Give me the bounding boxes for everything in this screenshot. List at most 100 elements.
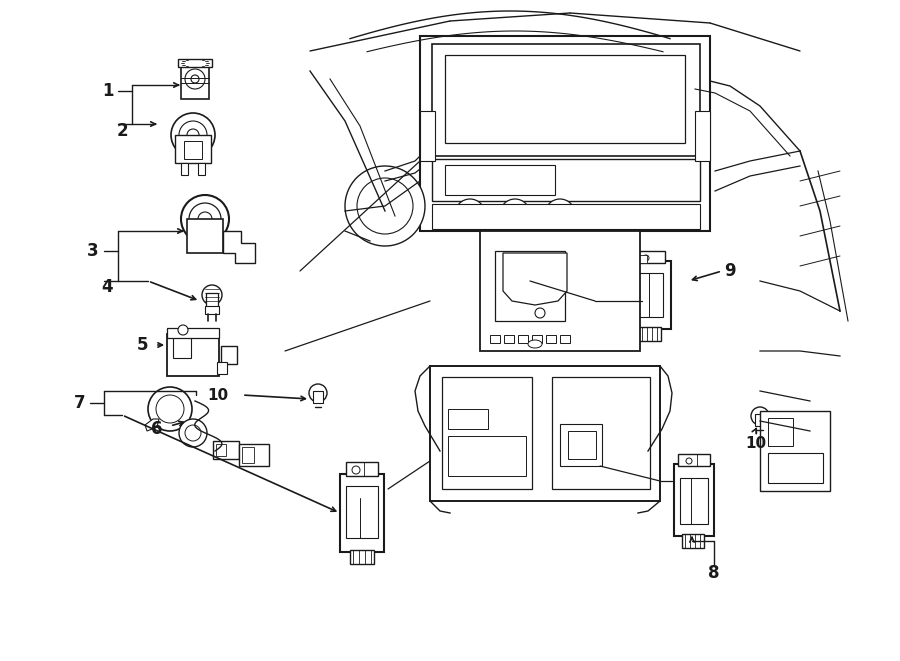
Circle shape (643, 255, 649, 261)
Text: 8: 8 (708, 564, 720, 582)
Circle shape (171, 113, 215, 157)
Circle shape (189, 203, 221, 235)
Circle shape (148, 387, 192, 431)
Bar (221, 346, 237, 364)
Bar (181, 63, 209, 99)
Bar (695, 111, 710, 161)
Bar (495, 251, 565, 321)
Circle shape (181, 195, 229, 243)
Bar (205, 306, 219, 314)
Bar (560, 424, 602, 466)
Bar (448, 436, 526, 476)
Circle shape (179, 419, 207, 447)
Bar (560, 335, 570, 343)
Bar (490, 335, 500, 343)
Bar (445, 165, 555, 195)
Bar (546, 335, 556, 343)
Bar (430, 366, 660, 501)
Bar (445, 55, 685, 143)
Text: 2: 2 (116, 122, 128, 140)
Circle shape (179, 121, 207, 149)
Circle shape (198, 212, 212, 226)
Bar (175, 135, 211, 163)
Circle shape (500, 199, 530, 229)
Bar (432, 159, 700, 201)
Bar (239, 444, 269, 466)
Circle shape (345, 166, 425, 246)
Bar (420, 111, 435, 161)
Bar (187, 219, 223, 253)
Circle shape (535, 308, 545, 318)
Bar (167, 334, 219, 376)
Bar (568, 431, 596, 459)
Circle shape (156, 395, 184, 423)
Circle shape (187, 129, 199, 141)
Circle shape (686, 458, 692, 464)
Bar (198, 163, 205, 175)
Bar (350, 550, 374, 564)
Text: 7: 7 (74, 394, 86, 412)
Text: 4: 4 (101, 278, 112, 296)
Bar (639, 255, 647, 263)
Bar (680, 478, 708, 524)
Bar (631, 261, 671, 329)
Bar (432, 204, 700, 229)
Bar (442, 377, 532, 489)
Bar (346, 462, 378, 476)
Bar (768, 453, 823, 483)
Polygon shape (503, 253, 567, 305)
Text: 1: 1 (103, 82, 113, 100)
Polygon shape (223, 231, 255, 263)
Text: 10: 10 (207, 387, 229, 403)
Bar (755, 414, 765, 426)
Bar (206, 293, 218, 307)
Text: 9: 9 (724, 262, 736, 280)
Text: 5: 5 (136, 336, 148, 354)
Bar (448, 409, 488, 429)
Bar (184, 141, 202, 159)
Bar (532, 335, 542, 343)
Polygon shape (145, 419, 159, 431)
Circle shape (463, 207, 477, 221)
Bar (242, 447, 254, 463)
Bar (760, 411, 830, 491)
Bar (635, 251, 665, 263)
Circle shape (202, 285, 222, 305)
Bar (674, 464, 714, 536)
Bar (552, 377, 650, 489)
Bar (678, 454, 710, 466)
Text: 10: 10 (745, 436, 767, 451)
Bar (216, 444, 226, 456)
Text: 3: 3 (87, 242, 99, 260)
Circle shape (455, 199, 485, 229)
Circle shape (553, 207, 567, 221)
Bar (181, 163, 188, 175)
Bar (768, 418, 793, 446)
Ellipse shape (528, 340, 542, 348)
Bar (167, 328, 219, 338)
Bar (340, 474, 384, 552)
Bar (639, 327, 661, 341)
Circle shape (191, 75, 199, 83)
Circle shape (545, 199, 575, 229)
Bar (213, 441, 239, 459)
Bar (480, 231, 640, 351)
Circle shape (508, 207, 522, 221)
Circle shape (185, 69, 205, 89)
Bar (178, 59, 212, 67)
Circle shape (178, 325, 188, 335)
Bar (518, 335, 528, 343)
Bar (313, 391, 323, 403)
Bar (420, 36, 710, 231)
Bar (217, 362, 227, 374)
Bar (173, 336, 191, 358)
Bar (346, 486, 378, 538)
Circle shape (352, 466, 360, 474)
Bar (637, 273, 663, 317)
Circle shape (185, 425, 201, 441)
Circle shape (357, 178, 413, 234)
Bar (504, 335, 514, 343)
Circle shape (751, 407, 769, 425)
Text: 6: 6 (151, 420, 163, 438)
Bar (682, 534, 704, 548)
